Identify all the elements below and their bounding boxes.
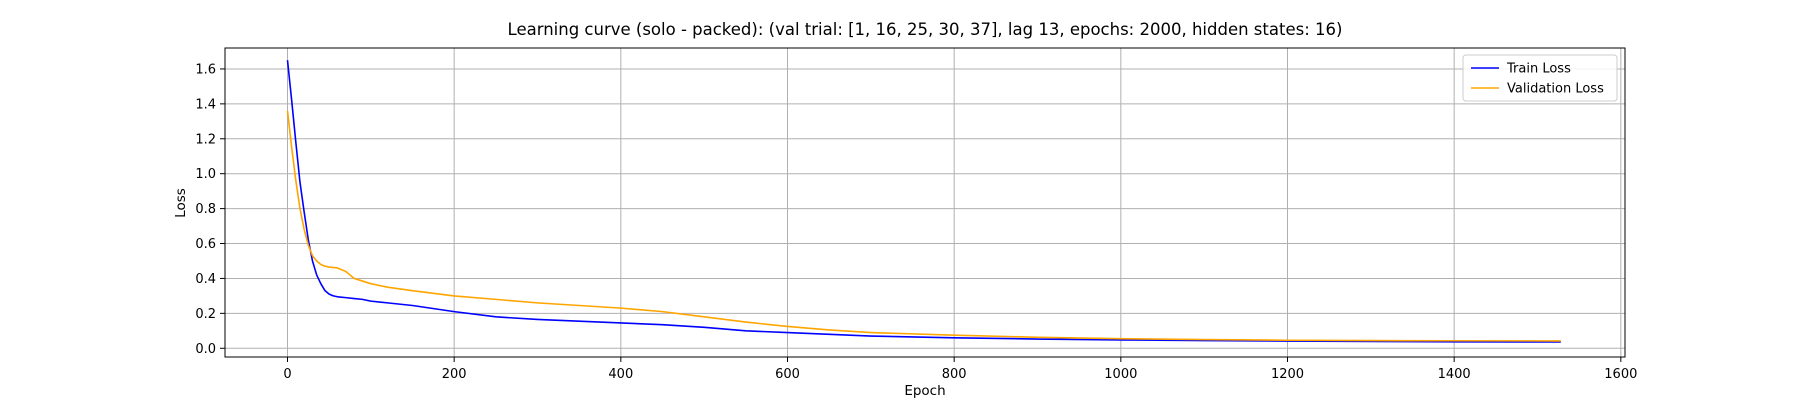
y-axis-label: Loss <box>173 188 189 218</box>
x-tick-label: 600 <box>775 367 800 382</box>
train-loss-legend-label: Train Loss <box>1506 62 1571 77</box>
plot-frame <box>224 47 1626 358</box>
validation-loss-line <box>286 110 1561 342</box>
x-tick-label: 1400 <box>1438 367 1471 382</box>
y-tick-label: 1.6 <box>195 62 216 77</box>
legend-box <box>1462 54 1618 102</box>
x-axis-ticks: 0 200 400 600 800 1000 1200 1400 1600 <box>283 357 1637 382</box>
legend: Train Loss Validation Loss <box>1462 54 1618 102</box>
y-tick-label: 1.2 <box>195 132 216 147</box>
series-layer <box>286 60 1561 343</box>
x-axis-label: Epoch <box>904 383 945 399</box>
grid-lines <box>225 48 1625 357</box>
y-tick-label: 1.4 <box>195 97 216 112</box>
x-tick-label: 1600 <box>1604 367 1637 382</box>
train-loss-line <box>286 60 1561 343</box>
validation-loss-legend-label: Validation Loss <box>1507 82 1604 97</box>
y-tick-label: 0.4 <box>195 272 216 287</box>
y-tick-label: 0.2 <box>195 307 216 322</box>
x-tick-label: 400 <box>608 367 633 382</box>
x-tick-label: 800 <box>942 367 967 382</box>
chart-title: Learning curve (solo - packed): (val tri… <box>508 20 1343 39</box>
x-tick-label: 1200 <box>1271 367 1304 382</box>
x-tick-label: 1000 <box>1104 367 1137 382</box>
y-axis-ticks: 0.0 0.2 0.4 0.6 0.8 1.0 1.2 1.4 1.6 <box>195 62 225 357</box>
y-tick-label: 0.0 <box>195 342 216 357</box>
x-tick-label: 200 <box>442 367 467 382</box>
x-tick-label: 0 <box>283 367 291 382</box>
y-tick-label: 0.6 <box>195 237 216 252</box>
y-tick-label: 1.0 <box>195 167 216 182</box>
y-tick-label: 0.8 <box>195 202 216 217</box>
